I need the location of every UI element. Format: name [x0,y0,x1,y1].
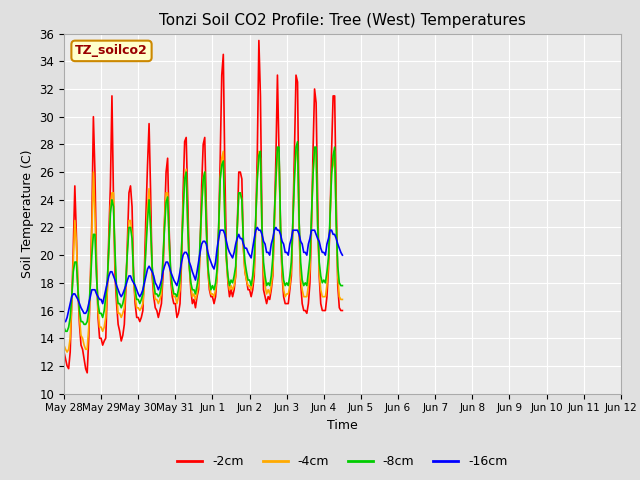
-16cm [339,252,346,258]
-2cm [60,349,68,355]
-2cm [339,308,346,313]
Line: -8cm: -8cm [64,142,342,331]
-4cm [85,324,93,330]
-8cm [60,324,68,330]
-16cm [102,287,109,293]
-8cm [195,273,202,279]
-4cm [63,349,71,355]
-16cm [60,319,68,324]
-2cm [85,336,93,341]
Line: -4cm: -4cm [64,151,342,352]
-4cm [220,148,227,154]
Legend: -2cm, -4cm, -8cm, -16cm: -2cm, -4cm, -8cm, -16cm [172,450,513,473]
Title: Tonzi Soil CO2 Profile: Tree (West) Temperatures: Tonzi Soil CO2 Profile: Tree (West) Temp… [159,13,526,28]
-4cm [339,297,346,302]
-8cm [139,291,147,297]
-8cm [196,239,204,244]
Y-axis label: Soil Temperature (C): Soil Temperature (C) [20,149,34,278]
-2cm [196,245,204,251]
-16cm [195,259,202,265]
-8cm [294,139,301,144]
-4cm [196,245,204,251]
-4cm [294,148,301,154]
-16cm [83,308,91,313]
-4cm [104,287,111,293]
-2cm [83,370,91,376]
-2cm [255,37,263,43]
Text: TZ_soilco2: TZ_soilco2 [75,44,148,58]
X-axis label: Time: Time [327,419,358,432]
-4cm [195,280,202,286]
Line: -2cm: -2cm [64,40,342,373]
-8cm [85,308,93,313]
-16cm [292,228,300,233]
-16cm [193,269,201,275]
-8cm [292,144,300,150]
-4cm [139,300,147,306]
-8cm [339,283,346,288]
-8cm [61,328,69,334]
-4cm [60,342,68,348]
-16cm [138,291,145,297]
-2cm [104,287,111,293]
Line: -16cm: -16cm [64,228,342,322]
-2cm [294,79,301,85]
-16cm [253,225,261,230]
-2cm [139,308,147,313]
-8cm [104,277,111,283]
-2cm [195,287,202,293]
